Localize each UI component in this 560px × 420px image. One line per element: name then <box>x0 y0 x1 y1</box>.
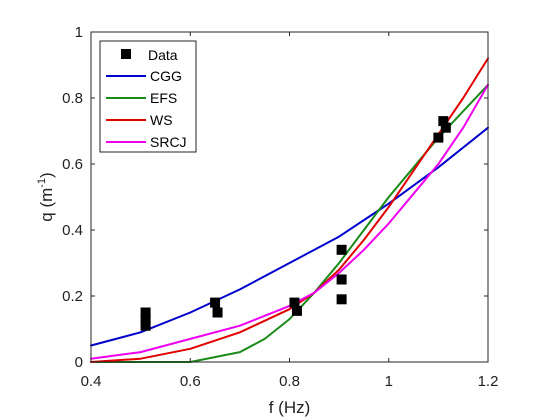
data-point <box>438 116 449 127</box>
legend-label-data: Data <box>148 47 178 63</box>
x-tick-label: 0.4 <box>81 373 102 390</box>
y-tick-label: 0.2 <box>62 288 83 305</box>
data-point <box>433 132 444 143</box>
x-axis-label: f (Hz) <box>269 398 311 417</box>
series-line-cgg <box>90 126 489 347</box>
legend-label-efs: EFS <box>150 90 177 106</box>
data-point <box>291 305 302 316</box>
legend-label-srcj: SRCJ <box>150 134 187 150</box>
x-tick-label: 1.2 <box>478 373 499 390</box>
data-point <box>336 294 347 305</box>
data-point <box>140 307 151 318</box>
series-line-srcj <box>90 83 489 360</box>
data-point <box>140 314 151 325</box>
axes-box <box>90 31 489 363</box>
data-point <box>210 297 221 308</box>
data-points <box>140 116 451 331</box>
y-tick-label: 0 <box>75 354 83 371</box>
x-tick-label: 0.6 <box>180 373 201 390</box>
y-tick-label: 0.8 <box>62 90 83 107</box>
legend-label-ws: WS <box>150 112 173 128</box>
data-point <box>336 274 347 285</box>
data-point <box>140 320 151 331</box>
ticks: 0.4 0.6 0.8 1 1.2 0 0.2 0.4 0.6 0.8 1 <box>62 24 498 390</box>
legend-label-cgg: CGG <box>150 68 182 84</box>
legend-box <box>99 40 197 153</box>
x-tick-label: 0.8 <box>279 373 300 390</box>
data-point <box>336 244 347 255</box>
y-axis-label: q (m-1) <box>36 172 56 221</box>
legend-marker-data <box>121 49 131 59</box>
legend: Data CGG EFS WS SRCJ <box>99 40 197 153</box>
y-tick-label: 0.6 <box>62 156 83 173</box>
data-point <box>440 122 451 133</box>
y-tick-label: 1 <box>75 24 83 41</box>
x-tick-label: 1 <box>385 373 393 390</box>
data-point <box>289 297 300 308</box>
data-point <box>212 307 223 318</box>
y-tick-label: 0.4 <box>62 222 83 239</box>
